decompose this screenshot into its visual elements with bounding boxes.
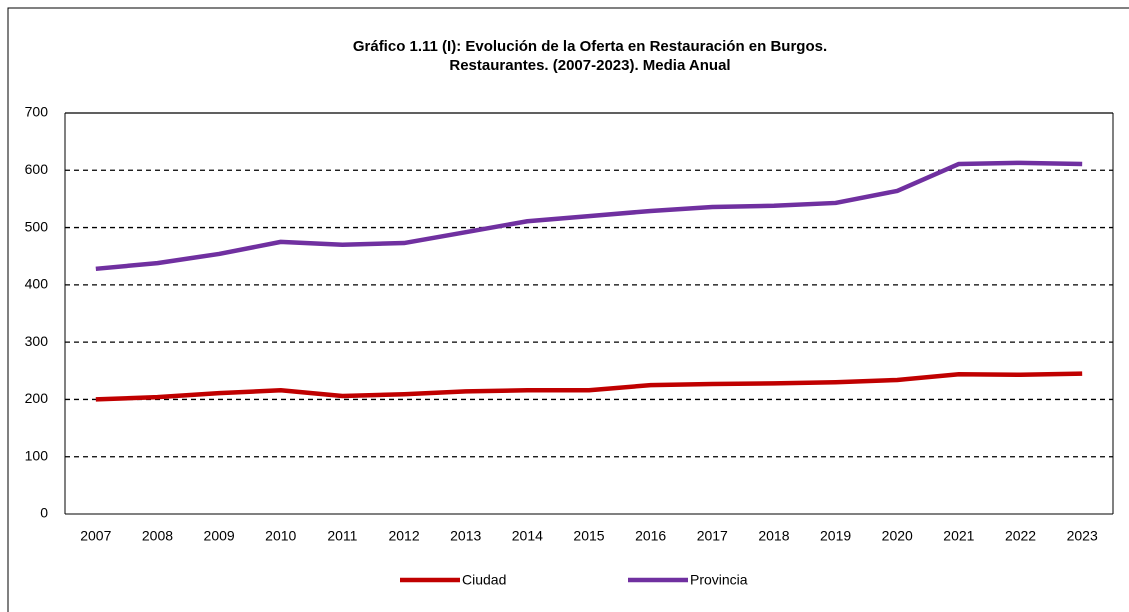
x-tick-label: 2015	[573, 528, 604, 544]
y-tick-label: 200	[25, 390, 49, 406]
chart-title: Restaurantes. (2007-2023). Media Anual	[449, 57, 730, 74]
x-tick-label: 2021	[943, 528, 974, 544]
series-line	[95, 160, 1083, 272]
chart-title: Gráfico 1.11 (I): Evolución de la Oferta…	[353, 38, 827, 55]
series-line	[95, 371, 1083, 402]
y-tick-label: 700	[25, 104, 49, 120]
x-tick-label: 2012	[388, 528, 419, 544]
legend-label: Provincia	[690, 572, 748, 588]
x-tick-label: 2020	[882, 528, 913, 544]
x-tick-label: 2019	[820, 528, 851, 544]
y-tick-label: 0	[40, 505, 48, 521]
x-tick-label: 2007	[80, 528, 111, 544]
y-tick-label: 600	[25, 161, 49, 177]
legend-label: Ciudad	[462, 572, 506, 588]
y-tick-label: 300	[25, 333, 49, 349]
x-tick-label: 2014	[512, 528, 543, 544]
x-tick-label: 2008	[142, 528, 173, 544]
x-tick-label: 2016	[635, 528, 666, 544]
y-tick-label: 400	[25, 276, 49, 292]
x-tick-label: 2023	[1067, 528, 1098, 544]
x-tick-label: 2009	[204, 528, 235, 544]
x-tick-label: 2011	[327, 528, 357, 544]
chart-frame	[7, 7, 1129, 612]
x-tick-label: 2010	[265, 528, 296, 544]
x-tick-label: 2018	[758, 528, 789, 544]
x-tick-label: 2022	[1005, 528, 1036, 544]
x-tick-label: 2013	[450, 528, 481, 544]
y-tick-label: 100	[25, 447, 49, 463]
y-tick-label: 500	[25, 218, 49, 234]
x-tick-label: 2017	[697, 528, 728, 544]
